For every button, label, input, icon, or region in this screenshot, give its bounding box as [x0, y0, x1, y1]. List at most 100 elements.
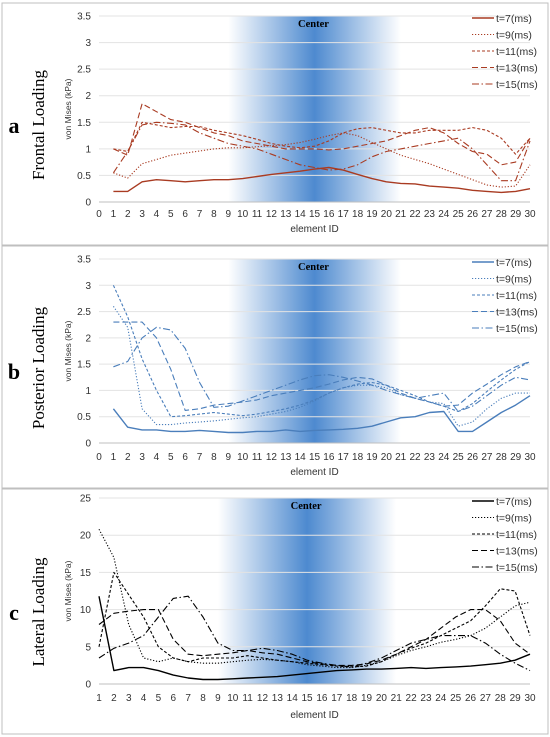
x-tick-label: 23: [424, 452, 436, 463]
x-tick-label: 27: [480, 693, 492, 704]
legend-entry: t=15(ms): [496, 562, 538, 574]
y-tick-label: 1: [85, 144, 91, 155]
x-tick-label: 3: [139, 452, 145, 463]
x-tick-label: 9: [226, 209, 232, 220]
x-tick-label: 24: [438, 452, 450, 463]
x-tick-label: 1: [111, 209, 117, 220]
x-tick-label: 19: [366, 452, 378, 463]
x-tick-label: 13: [280, 452, 292, 463]
side-label: Frontal Loading: [29, 69, 48, 180]
x-tick-label: 13: [272, 693, 284, 704]
side-label: Posterior Loading: [29, 306, 48, 429]
y-tick-label: 0: [85, 198, 91, 209]
x-tick-label: 12: [266, 209, 278, 220]
panel-letter: c: [9, 600, 19, 625]
legend-entry: t=11(ms): [496, 529, 537, 541]
x-tick-label: 13: [280, 209, 292, 220]
x-tick-label: 10: [237, 452, 249, 463]
x-tick-label: 28: [496, 209, 508, 220]
x-tick-label: 11: [252, 452, 263, 463]
x-tick-label: 16: [316, 693, 328, 704]
y-tick-label: 0.5: [77, 412, 91, 423]
x-tick-label: 17: [331, 693, 343, 704]
series-line-5: [98, 595, 531, 672]
x-tick-label: 14: [295, 209, 307, 220]
x-tick-label: 28: [495, 693, 507, 704]
legend-entry: t=13(ms): [496, 62, 538, 74]
legend-entry: t=11(ms): [496, 46, 537, 58]
legend: t=7(ms) t=9(ms) t=11(ms) t=13(ms) t=15(ms): [472, 13, 538, 91]
x-tick-label: 5: [168, 452, 174, 463]
legend-entry: t=7(ms): [496, 496, 532, 508]
x-tick-label: 12: [257, 693, 269, 704]
y-tick-label: 2.5: [77, 307, 91, 318]
x-tick-label: 24: [438, 209, 450, 220]
x-tick-label: 18: [352, 452, 364, 463]
y-axis-title: von Mises (kPa): [63, 320, 73, 381]
x-tick-label: 7: [197, 452, 203, 463]
center-label: Center: [298, 262, 329, 273]
x-tick-label: 3: [126, 693, 132, 704]
x-axis-title: element ID: [290, 710, 338, 721]
x-tick-label: 10: [237, 209, 249, 220]
x-tick-label: 17: [338, 452, 350, 463]
y-tick-label: 1.5: [77, 118, 91, 129]
x-tick-label: 8: [200, 693, 206, 704]
center-region: [228, 259, 401, 443]
x-tick-label: 10: [227, 693, 239, 704]
y-tick-label: 2.5: [77, 65, 91, 76]
series-line-4: [113, 321, 531, 411]
x-tick-label: 30: [524, 209, 536, 220]
x-tick-label: 21: [395, 452, 407, 463]
x-tick-label: 20: [381, 452, 393, 463]
y-axis-title: von Mises (kPa): [63, 78, 73, 139]
series-line-5: [113, 326, 531, 413]
x-tick-label: 9: [226, 452, 232, 463]
x-tick-label: 17: [338, 209, 350, 220]
y-tick-label: 1.5: [77, 360, 91, 371]
series-line-3: [98, 571, 531, 668]
x-tick-label: 27: [481, 209, 493, 220]
y-tick-label: 10: [80, 605, 92, 616]
x-tick-label: 20: [376, 693, 388, 704]
x-tick-label: 0: [96, 209, 102, 220]
x-tick-label: 2: [125, 452, 131, 463]
center-region: [228, 16, 401, 202]
x-tick-label: 26: [465, 693, 477, 704]
series-line-3: [113, 121, 531, 155]
x-tick-label: 18: [352, 209, 364, 220]
x-tick-label: 9: [215, 693, 221, 704]
x-tick-label: 24: [435, 693, 447, 704]
x-tick-label: 7: [185, 693, 191, 704]
series-line-5: [112, 121, 531, 182]
y-tick-label: 20: [80, 531, 92, 542]
series-line-2: [98, 528, 531, 669]
x-axis-title: element ID: [290, 467, 338, 478]
x-tick-label: 11: [242, 693, 253, 704]
x-tick-label: 21: [391, 693, 403, 704]
y-axis-title: von Mises (kPa): [63, 560, 73, 621]
x-tick-label: 22: [410, 209, 422, 220]
x-tick-label: 19: [366, 209, 378, 220]
x-tick-label: 23: [424, 209, 436, 220]
side-label: Lateral Loading: [29, 557, 48, 667]
x-tick-label: 21: [395, 209, 407, 220]
y-tick-label: 3.5: [77, 255, 91, 266]
x-tick-label: 6: [182, 452, 188, 463]
x-tick-label: 16: [323, 452, 335, 463]
y-tick-label: 2: [85, 333, 91, 344]
x-tick-label: 14: [287, 693, 299, 704]
x-tick-label: 25: [453, 452, 465, 463]
center-label: Center: [298, 19, 329, 30]
panel-b: 00.511.522.533.50 1 2 3 4 5 6 7 8 9 10 11 12 13 14 15 16…: [1, 245, 549, 489]
x-tick-label: 22: [410, 452, 422, 463]
x-tick-label: 29: [510, 452, 522, 463]
x-tick-label: 4: [154, 452, 160, 463]
x-tick-label: 22: [406, 693, 418, 704]
x-tick-label: 14: [295, 452, 307, 463]
x-tick-label: 29: [510, 209, 522, 220]
x-tick-label: 15: [302, 693, 314, 704]
series-line-1: [98, 596, 531, 681]
